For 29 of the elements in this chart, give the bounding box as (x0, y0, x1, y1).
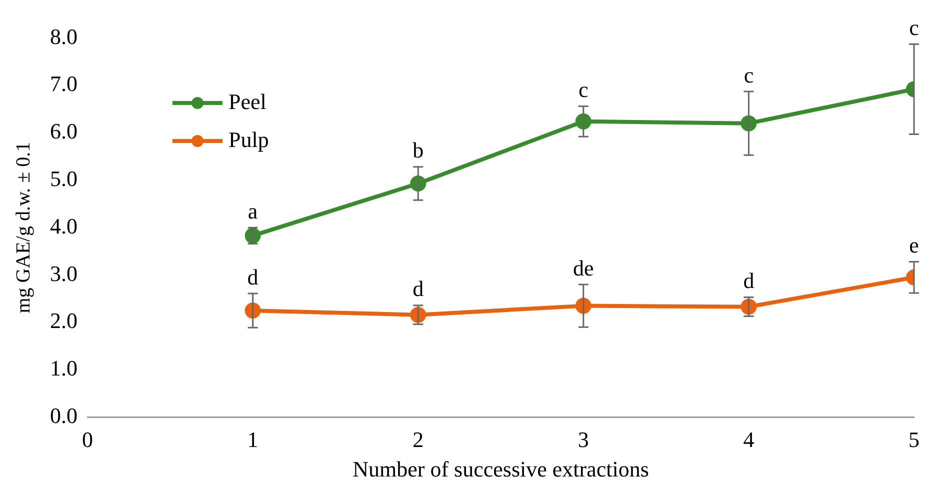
annotation: c (578, 77, 589, 102)
x-tick-label: 1 (247, 427, 258, 452)
y-tick-label: 4.0 (50, 213, 78, 238)
x-tick-label: 2 (412, 427, 424, 452)
y-tick-label: 5.0 (50, 166, 78, 191)
y-tick-label: 2.0 (50, 308, 78, 334)
x-axis-title: Number of successive extractions (352, 456, 649, 482)
y-tick-label: 8.0 (50, 24, 78, 49)
legend-label: Peel (228, 88, 266, 114)
annotation: d (412, 276, 424, 302)
x-tick-label: 5 (908, 427, 920, 452)
annotation: d (743, 268, 754, 294)
annotation: e (909, 232, 919, 258)
y-axis-title: mg GAE/g d.w. ± 0.1 (12, 142, 34, 314)
x-tick-label: 4 (743, 427, 754, 452)
y-tick-label: 6.0 (50, 118, 78, 144)
legend-label: Pulp (228, 126, 269, 152)
y-tick-label: 7.0 (50, 71, 78, 96)
annotation: c (909, 14, 920, 40)
y-tick-label: 0.0 (50, 402, 78, 428)
y-tick-label: 1.0 (50, 356, 78, 381)
x-tick-label: 0 (82, 427, 93, 452)
y-tick-label: 3.0 (50, 260, 78, 286)
annotation: a (248, 198, 258, 224)
annotation: c (744, 62, 754, 88)
annotation: b (412, 138, 424, 163)
annotation: de (573, 255, 594, 280)
x-tick-label: 3 (578, 427, 589, 452)
annotation: d (247, 264, 258, 290)
